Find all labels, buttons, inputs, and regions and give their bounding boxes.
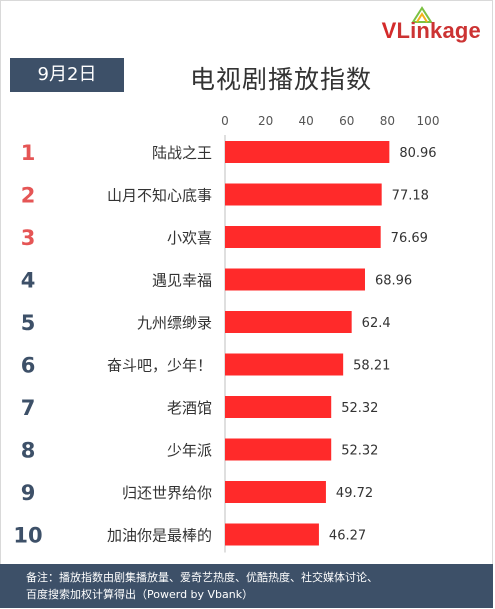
bar	[225, 268, 365, 291]
value-label: 49.72	[336, 486, 373, 501]
rank-number: 3	[21, 226, 36, 250]
rank-number: 1	[21, 141, 36, 165]
rank-number: 2	[21, 184, 36, 208]
value-label: 52.32	[341, 444, 378, 459]
date-badge: 9月2日	[10, 58, 124, 92]
bar	[225, 183, 382, 206]
bar	[225, 226, 381, 248]
bar	[225, 438, 332, 461]
footer-note-line-2: 百度搜索加权计算得出（Powerd by Vbank）	[26, 588, 254, 601]
logo-rest: Linkage	[396, 18, 481, 43]
value-label: 58.21	[353, 359, 390, 374]
value-label: 80.96	[399, 146, 436, 161]
rank-number: 6	[21, 354, 36, 378]
value-label: 46.27	[329, 529, 366, 544]
page-title: 电视剧播放指数	[190, 65, 373, 94]
category-label: 少年派	[167, 442, 212, 460]
category-label: 遇见幸福	[152, 272, 212, 290]
category-label: 山月不知心底事	[107, 187, 212, 205]
x-tick-label: 40	[299, 114, 314, 128]
bar	[225, 141, 390, 163]
bar	[225, 311, 352, 333]
bar	[225, 523, 319, 546]
value-label: 77.18	[392, 189, 429, 204]
value-label: 52.32	[341, 401, 378, 416]
x-tick-label: 0	[221, 114, 229, 128]
footer-note: 备注：播放指数由剧集播放量、爱奇艺热度、优酷热度、社交媒体讨论、 百度搜索加权计…	[0, 564, 493, 608]
x-tick-label: 20	[258, 114, 273, 128]
rank-number: 8	[21, 439, 36, 463]
value-label: 62.4	[362, 316, 391, 331]
category-label: 九州缥缈录	[137, 314, 212, 332]
vlinkage-logo: VLinkage	[382, 18, 481, 44]
category-label: 奋斗吧，少年！	[107, 357, 212, 375]
bar-chart: 0 20 40 60 80 100 1 陆战之王 80.96 2 山月不知心底事 77.18 3 小欢喜 7…	[13, 114, 440, 553]
rank-number: 4	[21, 269, 36, 293]
category-label: 陆战之王	[152, 144, 212, 162]
category-label: 老酒馆	[167, 399, 212, 417]
x-tick-label: 80	[380, 114, 395, 128]
category-label: 小欢喜	[167, 229, 212, 247]
x-tick-label: 100	[417, 114, 440, 128]
logo-mark-icon	[411, 6, 433, 23]
value-label: 76.69	[391, 231, 428, 246]
bar	[225, 396, 332, 418]
value-label: 68.96	[375, 274, 412, 289]
bar	[225, 481, 326, 503]
bar	[225, 353, 344, 376]
category-label: 加油你是最棒的	[107, 527, 212, 545]
rank-number: 9	[21, 481, 36, 505]
x-tick-label: 60	[339, 114, 354, 128]
rank-number: 10	[13, 524, 42, 548]
logo-v: V	[381, 18, 397, 43]
rank-number: 7	[21, 396, 36, 420]
rank-number: 5	[21, 311, 36, 335]
footer-note-line-1: 备注：播放指数由剧集播放量、爱奇艺热度、优酷热度、社交媒体讨论、	[26, 571, 378, 584]
category-label: 归还世界给你	[122, 484, 212, 502]
